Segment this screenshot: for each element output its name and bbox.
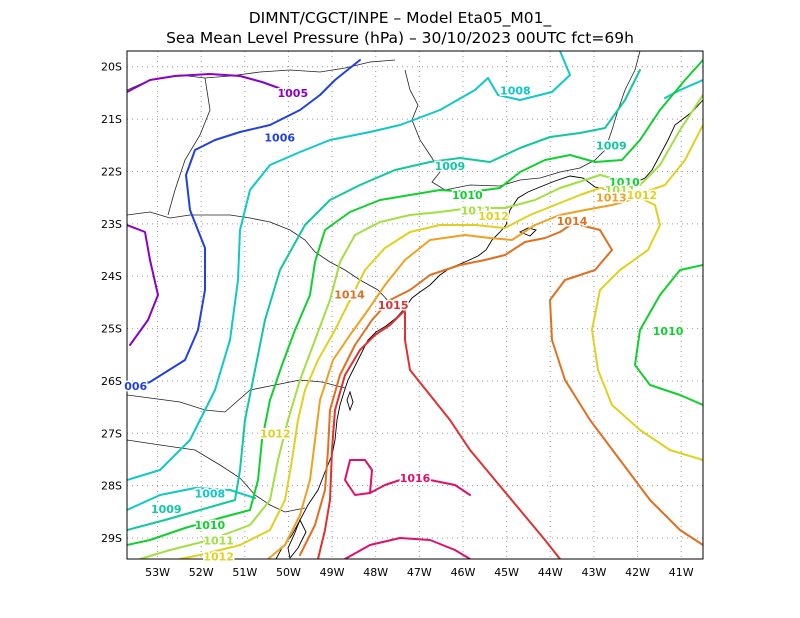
x-tick-label: 48W — [363, 566, 388, 579]
y-tick-label: 27S — [101, 427, 122, 440]
isobar-1010 — [127, 59, 703, 546]
isobar-1011 — [139, 94, 703, 559]
ilha-grande-island — [518, 227, 537, 237]
x-tick-label: 45W — [494, 566, 519, 579]
isobar-value-label: 1012 — [478, 210, 509, 223]
isobar-value-label: 1005 — [278, 87, 309, 100]
isobar-value-label: 1016 — [400, 472, 431, 485]
isobar-value-label: 1006 — [264, 131, 295, 144]
isobar-1012-east — [591, 197, 703, 461]
isobar-value-label: 1011 — [461, 205, 492, 218]
y-tick-label: 21S — [101, 113, 122, 126]
y-tick-label: 29S — [101, 532, 122, 545]
y-tick-label: 22S — [101, 165, 122, 178]
y-tick-label: 24S — [101, 270, 122, 283]
x-tick-label: 51W — [232, 566, 257, 579]
coastline — [275, 99, 703, 559]
isobar-value-label: 1010 — [195, 519, 226, 532]
isobar-1008-south — [127, 487, 256, 511]
santa-catarina-island — [346, 390, 354, 412]
map-title-line1: DIMNT/CGCT/INPE – Model Eta05_M01_ — [249, 9, 552, 28]
isobar-value-label: 1012 — [260, 427, 291, 440]
isobar-1008-east — [664, 79, 703, 99]
isobar-1015 — [317, 309, 406, 559]
isobar-value-label: 006 — [124, 380, 147, 393]
contour-labels: 1005100600610081008100910091009101010101… — [123, 83, 685, 565]
y-tick-label: 26S — [101, 375, 122, 388]
x-tick-label: 41W — [669, 566, 694, 579]
y-tick-label: 20S — [101, 61, 122, 74]
isobar-value-label: 1015 — [378, 299, 409, 312]
isobar-value-label: 1011 — [605, 184, 636, 197]
isobar-1014-east — [549, 224, 703, 546]
state-border-sc-rs — [127, 439, 306, 513]
isobar-1014 — [299, 221, 576, 556]
map-title-line2: Sea Mean Level Pressure (hPa) – 30/10/20… — [166, 29, 634, 47]
x-tick-label: 47W — [407, 566, 432, 579]
isobar-value-label: 1014 — [557, 215, 588, 228]
y-tick-label: 28S — [101, 480, 122, 493]
isobar-value-label: 1014 — [334, 289, 365, 302]
isobar-value-label: 1009 — [596, 139, 627, 152]
isobar-1005-west — [127, 224, 159, 346]
isobar-1016 — [369, 479, 471, 496]
isobar-1013 — [267, 199, 631, 559]
border-ms-sp — [127, 211, 230, 219]
isobar-1017 — [344, 537, 471, 559]
isobar-value-label: 1008 — [500, 84, 531, 97]
state-border-pr-sc — [127, 379, 346, 413]
isobar-1015-east — [404, 311, 561, 559]
border-mg-interior — [167, 77, 211, 216]
x-tick-label: 46W — [451, 566, 476, 579]
x-tick-label: 53W — [145, 566, 170, 579]
isobar-value-label: 1012 — [203, 550, 234, 563]
axis-tick-labels: 53W 52W 51W 50W 49W 48W 47W 46W 45W 44W 43W 42W 41W 2… — [101, 61, 694, 579]
isobar-value-label: 1010 — [452, 189, 483, 202]
isobar-value-label: 1009 — [435, 160, 466, 173]
isobar-1008 — [127, 51, 571, 481]
isobar-value-label: 1010 — [653, 325, 684, 338]
y-tick-label: 23S — [101, 218, 122, 231]
isobar-1009 — [127, 69, 641, 531]
patos-lagoon — [287, 518, 307, 559]
x-tick-label: 42W — [625, 566, 650, 579]
isobar-value-label: 1010 — [609, 176, 640, 189]
isobar-value-label: 1009 — [151, 503, 182, 516]
x-tick-label: 43W — [581, 566, 606, 579]
x-tick-label: 50W — [276, 566, 301, 579]
isobar-value-label: 1012 — [627, 189, 658, 202]
isobar-1005 — [127, 73, 291, 93]
isobar-1010-east — [634, 264, 703, 406]
isobar-value-label: 1011 — [203, 535, 234, 548]
x-tick-label: 44W — [538, 566, 563, 579]
state-border-sp-pr — [229, 214, 393, 306]
isobar-value-label: 1008 — [195, 488, 226, 501]
isobar-1012 — [179, 124, 703, 559]
x-tick-label: 52W — [189, 566, 214, 579]
y-tick-label: 25S — [101, 323, 122, 336]
x-tick-label: 49W — [320, 566, 345, 579]
isobar-1016-loop — [344, 459, 373, 496]
isobar-contours — [127, 51, 703, 559]
map-frame — [126, 50, 704, 560]
isobar-1006 — [127, 59, 361, 391]
graticule-grid — [127, 51, 703, 559]
state-border-mg-rj-es — [404, 51, 641, 191]
isobar-value-label: 1013 — [596, 192, 627, 205]
